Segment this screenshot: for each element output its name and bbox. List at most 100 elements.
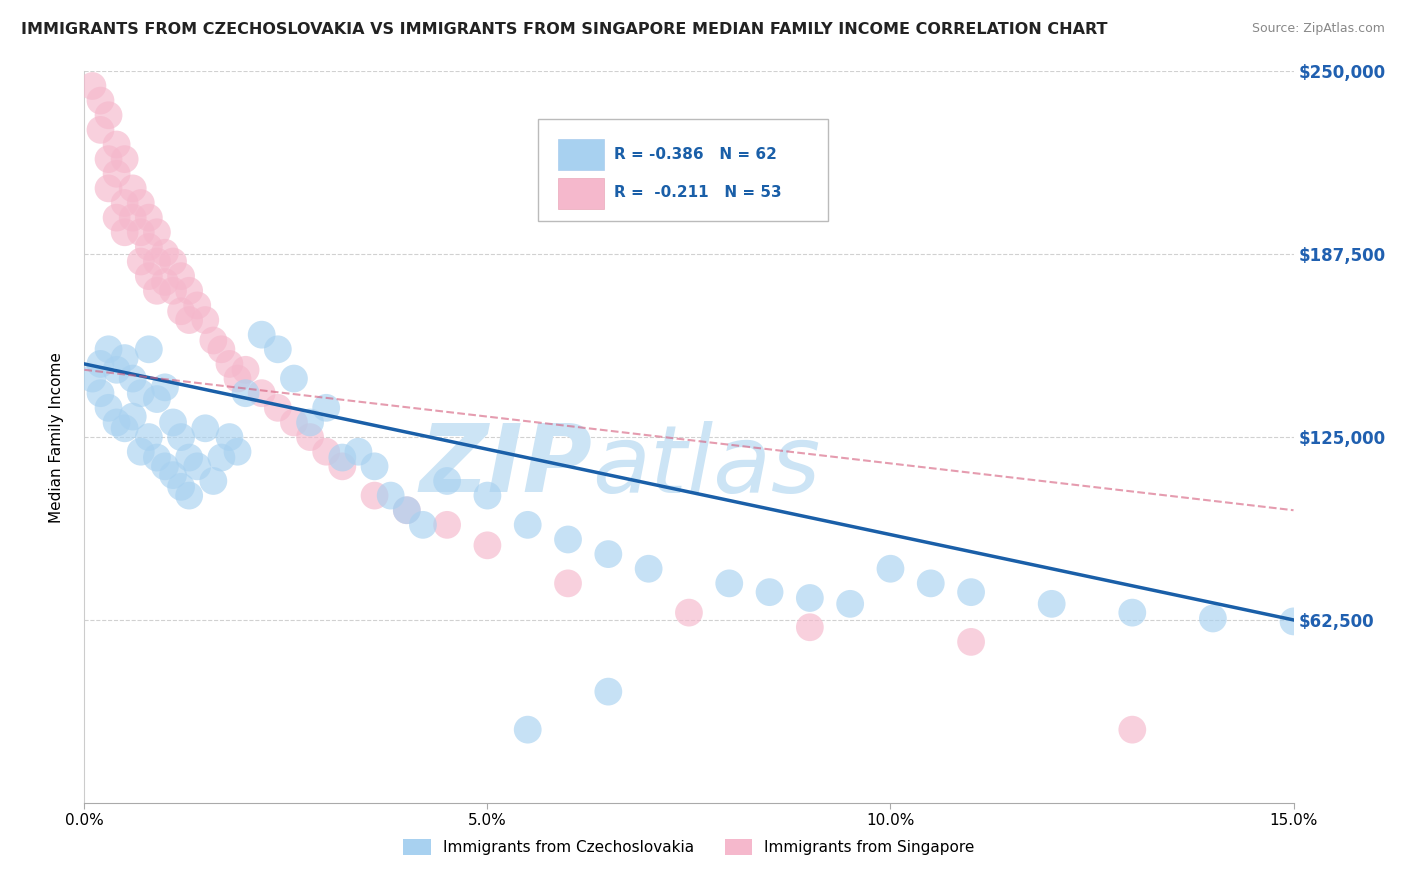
- Point: [82, 78, 104, 93]
- Point: [153, 245, 176, 260]
- Point: [598, 547, 620, 561]
- Text: ZIP: ZIP: [419, 420, 592, 512]
- Text: R = -0.386   N = 62: R = -0.386 N = 62: [614, 146, 778, 161]
- Point: [250, 327, 273, 342]
- Point: [283, 371, 305, 385]
- Point: [105, 167, 128, 181]
- Point: [330, 450, 353, 465]
- Point: [97, 108, 120, 122]
- Point: [121, 181, 143, 195]
- Point: [97, 401, 120, 415]
- Point: [162, 254, 184, 268]
- Point: [89, 94, 111, 108]
- Point: [218, 357, 240, 371]
- Point: [89, 386, 111, 401]
- Point: [283, 416, 305, 430]
- Text: IMMIGRANTS FROM CZECHOSLOVAKIA VS IMMIGRANTS FROM SINGAPORE MEDIAN FAMILY INCOME: IMMIGRANTS FROM CZECHOSLOVAKIA VS IMMIGR…: [21, 22, 1108, 37]
- Point: [516, 517, 538, 532]
- Point: [89, 357, 111, 371]
- Point: [235, 363, 257, 377]
- Point: [718, 576, 741, 591]
- Point: [170, 269, 193, 284]
- Point: [138, 269, 160, 284]
- Point: [121, 409, 143, 424]
- Point: [1121, 606, 1143, 620]
- Point: [1121, 723, 1143, 737]
- Point: [209, 343, 232, 357]
- Point: [363, 459, 385, 474]
- Point: [330, 459, 353, 474]
- Point: [179, 450, 201, 465]
- Text: Source: ZipAtlas.com: Source: ZipAtlas.com: [1251, 22, 1385, 36]
- Point: [960, 635, 983, 649]
- Point: [170, 430, 193, 444]
- Point: [839, 597, 862, 611]
- Point: [105, 211, 128, 225]
- Point: [1282, 615, 1305, 629]
- Point: [395, 503, 418, 517]
- Point: [637, 562, 659, 576]
- Point: [315, 401, 337, 415]
- Point: [114, 152, 136, 166]
- Point: [138, 240, 160, 254]
- Point: [170, 480, 193, 494]
- Point: [162, 284, 184, 298]
- FancyBboxPatch shape: [558, 139, 605, 170]
- Point: [129, 444, 152, 458]
- Point: [129, 386, 152, 401]
- Point: [121, 211, 143, 225]
- Point: [412, 517, 434, 532]
- Point: [235, 386, 257, 401]
- Point: [129, 254, 152, 268]
- Point: [347, 444, 370, 458]
- Point: [920, 576, 942, 591]
- Point: [477, 538, 499, 552]
- Point: [202, 334, 225, 348]
- FancyBboxPatch shape: [558, 178, 605, 209]
- Point: [138, 430, 160, 444]
- Point: [516, 723, 538, 737]
- Point: [146, 254, 169, 268]
- Point: [153, 459, 176, 474]
- Point: [267, 401, 290, 415]
- Point: [363, 489, 385, 503]
- Point: [146, 392, 169, 406]
- Point: [557, 576, 579, 591]
- Point: [799, 591, 821, 605]
- Point: [395, 503, 418, 517]
- Point: [226, 444, 249, 458]
- Point: [129, 225, 152, 239]
- Point: [299, 430, 322, 444]
- Legend: Immigrants from Czechoslovakia, Immigrants from Singapore: Immigrants from Czechoslovakia, Immigran…: [396, 833, 981, 861]
- Point: [97, 343, 120, 357]
- Point: [194, 313, 217, 327]
- Point: [105, 416, 128, 430]
- Point: [129, 196, 152, 211]
- Point: [436, 517, 458, 532]
- Point: [380, 489, 402, 503]
- Point: [218, 430, 240, 444]
- Point: [799, 620, 821, 634]
- Point: [82, 371, 104, 385]
- Point: [97, 181, 120, 195]
- Point: [598, 684, 620, 698]
- Point: [879, 562, 901, 576]
- Point: [146, 225, 169, 239]
- Point: [162, 416, 184, 430]
- Point: [114, 196, 136, 211]
- FancyBboxPatch shape: [538, 119, 828, 221]
- Point: [758, 585, 780, 599]
- Text: atlas: atlas: [592, 421, 821, 512]
- Point: [299, 416, 322, 430]
- Point: [186, 298, 208, 312]
- Y-axis label: Median Family Income: Median Family Income: [49, 351, 63, 523]
- Point: [226, 371, 249, 385]
- Point: [960, 585, 983, 599]
- Point: [557, 533, 579, 547]
- Point: [194, 421, 217, 435]
- Point: [138, 343, 160, 357]
- Point: [153, 380, 176, 394]
- Point: [114, 351, 136, 365]
- Point: [250, 386, 273, 401]
- Point: [162, 468, 184, 483]
